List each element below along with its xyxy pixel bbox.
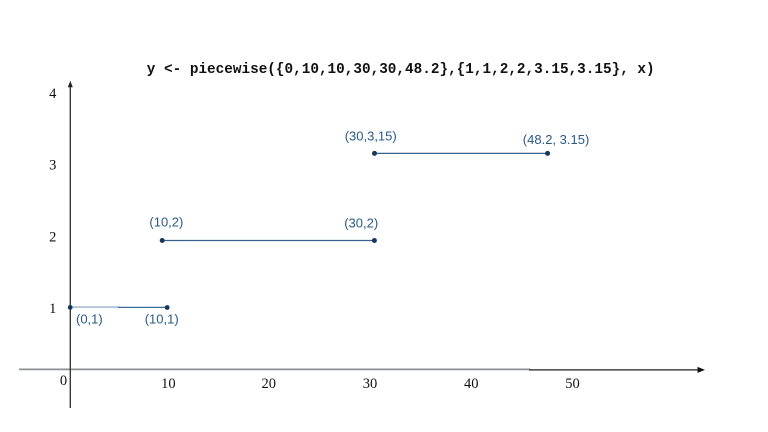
svg-text:(10,2): (10,2) — [149, 214, 183, 229]
svg-text:(0,1): (0,1) — [76, 311, 103, 326]
svg-text:(48.2, 3.15): (48.2, 3.15) — [523, 132, 590, 147]
svg-text:2: 2 — [49, 229, 56, 245]
svg-text:10: 10 — [161, 376, 176, 392]
svg-text:3: 3 — [49, 158, 56, 174]
svg-text:(10,1): (10,1) — [145, 311, 179, 326]
svg-text:0: 0 — [60, 373, 67, 389]
svg-text:30: 30 — [363, 376, 378, 392]
svg-text:40: 40 — [464, 376, 479, 392]
svg-text:20: 20 — [261, 376, 276, 392]
svg-text:(30,2): (30,2) — [344, 216, 378, 231]
svg-text:50: 50 — [565, 376, 580, 392]
svg-text:1: 1 — [49, 301, 56, 317]
svg-text:y <- piecewise({0,10,10,30,30,: y <- piecewise({0,10,10,30,30,48.2},{1,1… — [147, 62, 655, 78]
svg-text:(30,3,15): (30,3,15) — [345, 129, 397, 144]
svg-text:4: 4 — [49, 86, 57, 102]
